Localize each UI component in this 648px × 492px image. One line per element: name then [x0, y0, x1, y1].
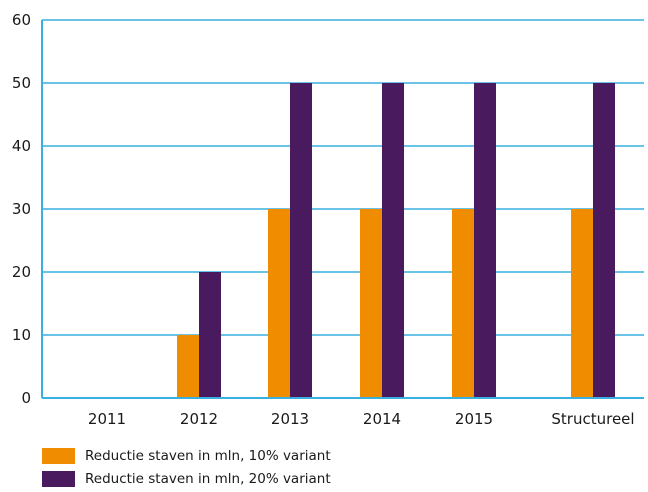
x-tick-label: 2015 [455, 410, 493, 428]
legend: Reductie staven in mln, 10% variant Redu… [42, 446, 331, 492]
x-tick-label: Structureel [551, 410, 634, 428]
bars [177, 83, 615, 398]
y-tick-label: 40 [12, 137, 31, 155]
y-tick-label: 0 [21, 389, 31, 407]
bar-20pct-2014 [382, 83, 404, 398]
x-tick-labels: 2011 2012 2013 2014 2015 Structureel [88, 410, 635, 428]
y-tick-labels: 0 10 20 30 40 50 60 [12, 11, 31, 407]
x-tick-label: 2014 [363, 410, 401, 428]
bar-10pct-structureel [571, 209, 593, 398]
bar-20pct-2012 [199, 272, 221, 398]
bar-10pct-2015 [452, 209, 474, 398]
legend-label-10pct: Reductie staven in mln, 10% variant [85, 448, 331, 464]
y-tick-label: 10 [12, 326, 31, 344]
legend-swatch-20pct [42, 471, 75, 487]
y-tick-label: 60 [12, 11, 31, 29]
y-tick-label: 30 [12, 200, 31, 218]
y-tick-label: 50 [12, 74, 31, 92]
y-tick-label: 20 [12, 263, 31, 281]
bar-10pct-2014 [360, 209, 382, 398]
gridlines [42, 19, 644, 336]
x-tick-label: 2011 [88, 410, 126, 428]
x-tick-label: 2012 [180, 410, 218, 428]
bar-20pct-2013 [290, 83, 312, 398]
bar-chart: 0 10 20 30 40 50 60 2011 2012 2013 2014 2015 Struct… [12, 11, 644, 428]
bar-10pct-2013 [268, 209, 290, 398]
legend-label-20pct: Reductie staven in mln, 20% variant [85, 471, 331, 487]
legend-item-10pct: Reductie staven in mln, 10% variant [42, 446, 331, 466]
legend-swatch-10pct [42, 448, 75, 464]
x-tick-label: 2013 [271, 410, 309, 428]
bar-10pct-2012 [177, 335, 199, 398]
bar-20pct-2015 [474, 83, 496, 398]
axes [41, 20, 644, 399]
bar-20pct-structureel [593, 83, 615, 398]
legend-item-20pct: Reductie staven in mln, 20% variant [42, 469, 331, 489]
